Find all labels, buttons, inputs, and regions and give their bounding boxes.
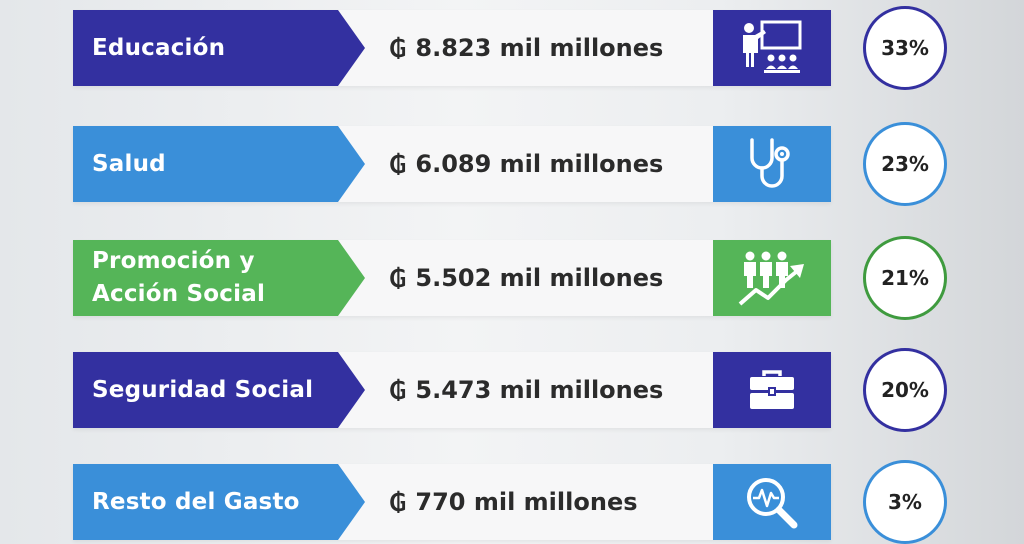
- guarani-symbol: ₲: [389, 375, 407, 405]
- percentage-badge: 21%: [863, 236, 947, 320]
- percentage-badge: 20%: [863, 348, 947, 432]
- guarani-symbol: ₲: [389, 149, 407, 179]
- category-label: Promoción y Acción Social: [73, 240, 365, 316]
- amount-text: 5.502 mil millones: [415, 264, 664, 292]
- row-educacion: Educación ₲ 8.823 mil millones 33%: [73, 6, 953, 90]
- row-salud: Salud ₲ 6.089 mil millones 23%: [73, 122, 953, 206]
- amount-text: 6.089 mil millones: [415, 150, 664, 178]
- category-label: Resto del Gasto: [73, 464, 365, 540]
- amount-value: ₲ 770 mil millones: [389, 464, 638, 540]
- row-resto-del-gasto: Resto del Gasto ₲ 770 mil millones 3%: [73, 460, 953, 544]
- amount-value: ₲ 5.473 mil millones: [389, 352, 663, 428]
- guarani-symbol: ₲: [389, 487, 407, 517]
- percentage-badge: 3%: [863, 460, 947, 544]
- guarani-symbol: ₲: [389, 263, 407, 293]
- amount-text: 770 mil millones: [415, 488, 638, 516]
- amount-text: 5.473 mil millones: [415, 376, 664, 404]
- category-label: Educación: [73, 10, 365, 86]
- people-growth-icon: [713, 240, 831, 316]
- amount-value: ₲ 5.502 mil millones: [389, 240, 663, 316]
- amount-value: ₲ 8.823 mil millones: [389, 10, 663, 86]
- percentage-badge: 23%: [863, 122, 947, 206]
- category-label: Seguridad Social: [73, 352, 365, 428]
- guarani-symbol: ₲: [389, 33, 407, 63]
- stethoscope-icon: [713, 126, 831, 202]
- row-promocion-accion-social: Promoción y Acción Social ₲ 5.502 mil mi…: [73, 236, 953, 320]
- amount-text: 8.823 mil millones: [415, 34, 664, 62]
- amount-value: ₲ 6.089 mil millones: [389, 126, 663, 202]
- row-seguridad-social: Seguridad Social ₲ 5.473 mil millones 20…: [73, 348, 953, 432]
- briefcase-icon: [713, 352, 831, 428]
- teacher-presentation-icon: [713, 10, 831, 86]
- percentage-badge: 33%: [863, 6, 947, 90]
- magnifier-pulse-icon: [713, 464, 831, 540]
- category-label: Salud: [73, 126, 365, 202]
